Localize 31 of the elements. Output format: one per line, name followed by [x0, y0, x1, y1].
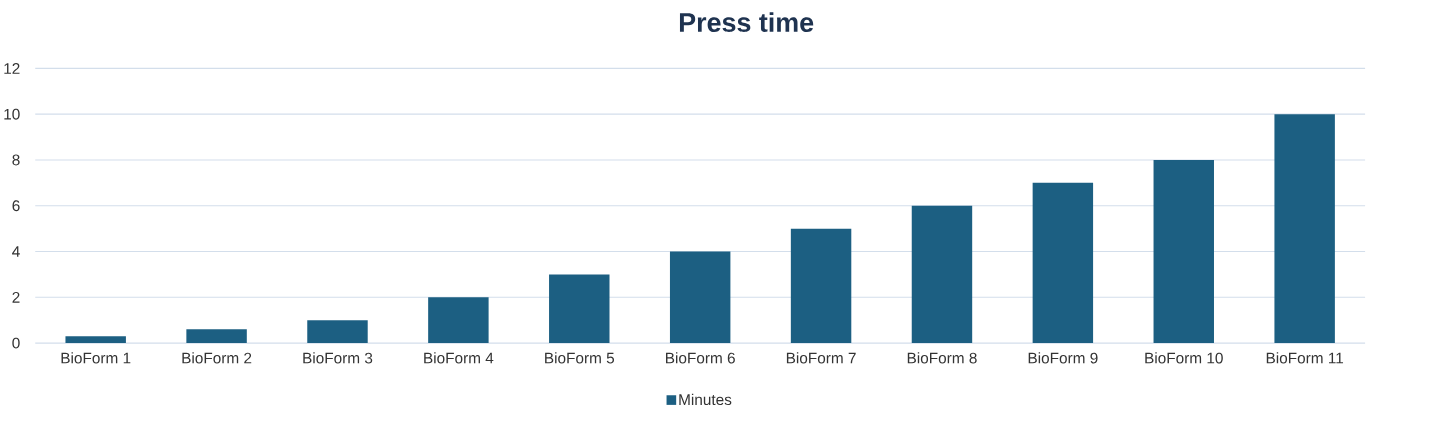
chart-title: Press time: [679, 12, 814, 33]
x-tick-label: BioForm 10: [1145, 352, 1223, 364]
bar: [65, 336, 126, 344]
bar: [307, 320, 368, 344]
bar: [549, 274, 610, 344]
x-tick-label: BioForm 6: [666, 352, 735, 364]
bar: [790, 228, 852, 344]
x-tick-label: BioForm 8: [907, 352, 977, 364]
y-tick-label: 8: [12, 154, 20, 166]
y-tick-label: 12: [4, 63, 20, 74]
bar: [669, 251, 731, 344]
y-tick-label: 4: [12, 246, 20, 257]
x-tick-label: BioForm 3: [303, 352, 373, 364]
bar: [1153, 160, 1214, 344]
y-tick-label: 6: [12, 200, 20, 212]
y-tick-label: 0: [12, 337, 20, 349]
bar: [1274, 114, 1335, 344]
y-tick-label: 10: [4, 108, 20, 120]
bar: [186, 329, 247, 344]
x-tick-label: BioForm 2: [182, 352, 252, 364]
x-tick-label: BioForm 11: [1266, 352, 1344, 364]
x-tick-label: BioForm 7: [786, 352, 856, 364]
legend-label: Minutes: [679, 393, 732, 406]
bar: [911, 205, 973, 344]
x-tick-label: BioForm 4: [424, 352, 494, 364]
bar: [1032, 182, 1094, 344]
y-tick-label: 2: [12, 292, 20, 303]
x-tick-label: BioForm 1: [61, 352, 131, 364]
x-tick-label: BioForm 5: [545, 352, 615, 364]
bar: [428, 297, 489, 344]
x-tick-label: BioForm 9: [1028, 352, 1098, 364]
